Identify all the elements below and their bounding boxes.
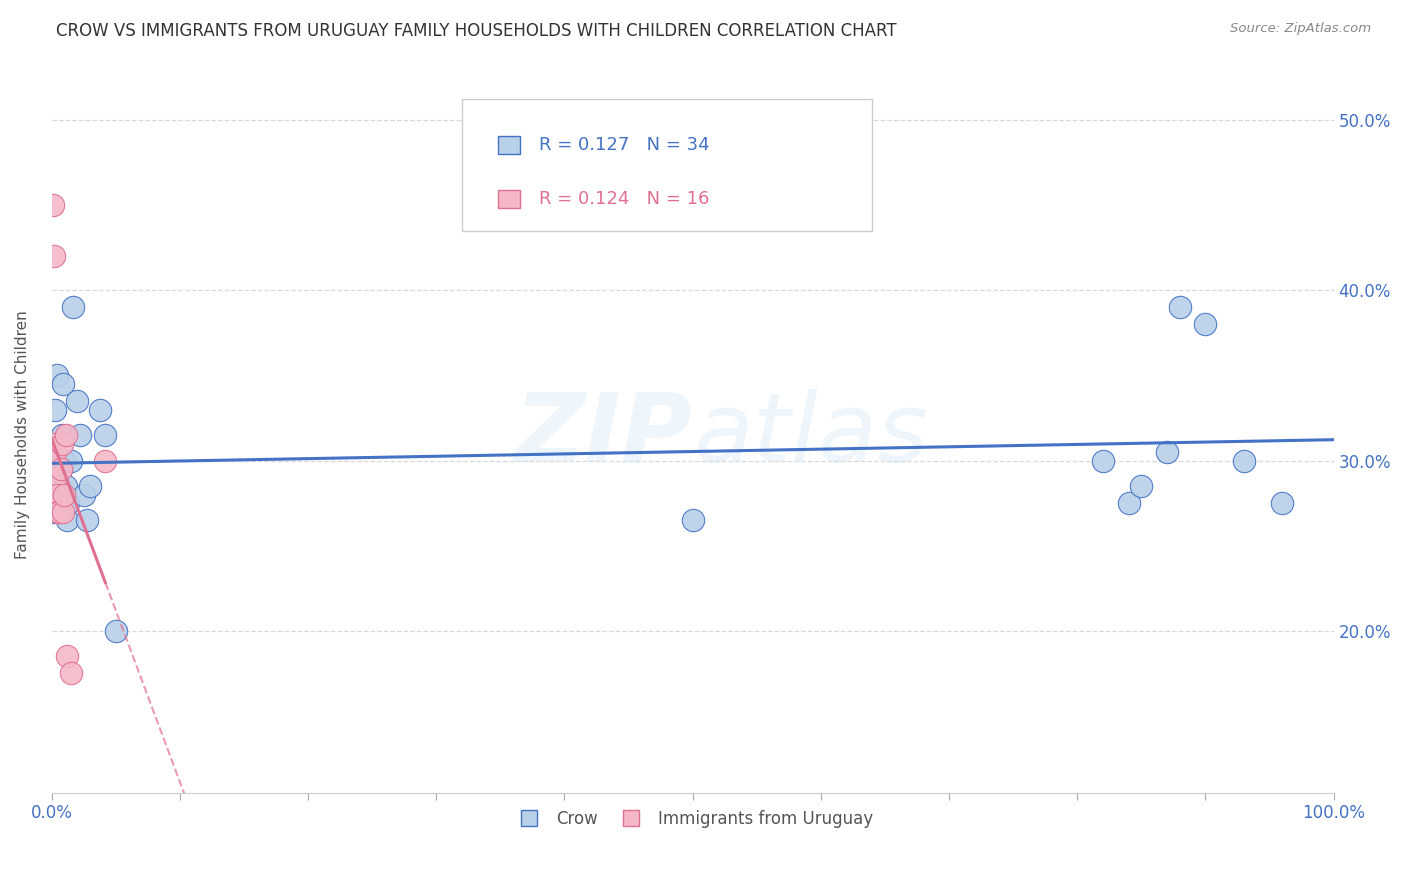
Point <box>1156 445 1178 459</box>
Point <box>45 368 67 383</box>
Point <box>48 479 70 493</box>
Point <box>94 453 117 467</box>
Text: CROW VS IMMIGRANTS FROM URUGUAY FAMILY HOUSEHOLDS WITH CHILDREN CORRELATION CHAR: CROW VS IMMIGRANTS FROM URUGUAY FAMILY H… <box>56 22 897 40</box>
Point <box>44 470 66 484</box>
Point <box>42 249 65 263</box>
Y-axis label: Family Households with Children: Family Households with Children <box>15 310 30 559</box>
Point <box>44 445 66 459</box>
Point <box>62 301 84 315</box>
Text: atlas: atlas <box>693 389 928 482</box>
Point <box>66 394 89 409</box>
Point <box>55 428 77 442</box>
Point <box>51 436 73 450</box>
FancyBboxPatch shape <box>461 99 872 231</box>
Point <box>1091 453 1114 467</box>
Point <box>1194 318 1216 332</box>
Point <box>42 198 65 212</box>
Point <box>45 488 67 502</box>
Point <box>48 505 70 519</box>
Point <box>94 428 117 442</box>
Point <box>49 462 72 476</box>
Point <box>46 496 69 510</box>
Point <box>49 462 72 476</box>
Text: ZIP: ZIP <box>515 389 693 482</box>
Point <box>52 376 75 391</box>
Point <box>69 428 91 442</box>
Point <box>76 513 98 527</box>
Point <box>53 453 76 467</box>
Point <box>1271 496 1294 510</box>
Point <box>51 428 73 442</box>
Text: R = 0.127   N = 34: R = 0.127 N = 34 <box>540 136 710 154</box>
Point <box>42 505 65 519</box>
Point <box>56 513 79 527</box>
Text: Source: ZipAtlas.com: Source: ZipAtlas.com <box>1230 22 1371 36</box>
Point <box>682 513 704 527</box>
Point <box>1118 496 1140 510</box>
Point <box>1233 453 1256 467</box>
Point <box>58 496 80 510</box>
Point <box>44 462 66 476</box>
Point <box>52 505 75 519</box>
FancyBboxPatch shape <box>498 136 520 154</box>
Point <box>104 624 127 638</box>
Text: R = 0.124   N = 16: R = 0.124 N = 16 <box>540 190 710 208</box>
Point <box>46 453 69 467</box>
Point <box>53 488 76 502</box>
Point <box>79 479 101 493</box>
Point <box>72 488 94 502</box>
Point <box>1168 301 1191 315</box>
Point <box>55 479 77 493</box>
Point <box>56 649 79 664</box>
FancyBboxPatch shape <box>498 190 520 208</box>
Point <box>59 666 82 681</box>
Point <box>59 453 82 467</box>
Point <box>89 402 111 417</box>
Legend: Crow, Immigrants from Uruguay: Crow, Immigrants from Uruguay <box>506 803 879 834</box>
Point <box>44 402 66 417</box>
Point <box>42 436 65 450</box>
Point <box>1130 479 1153 493</box>
Point <box>46 505 69 519</box>
Point <box>42 488 65 502</box>
